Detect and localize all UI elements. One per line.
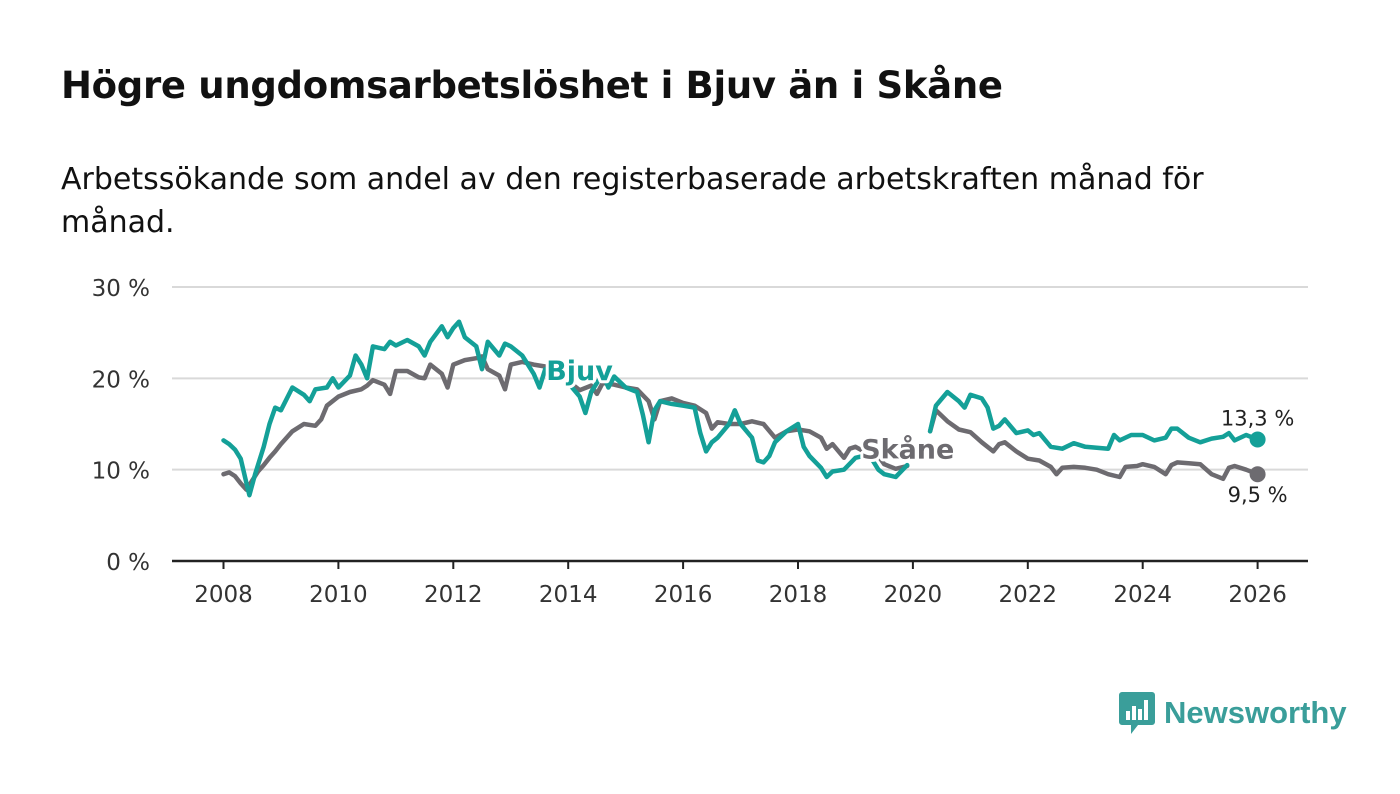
chart-title: Högre ungdomsarbetslöshet i Bjuv än i Sk…: [61, 64, 1003, 107]
y-tick-label: 20 %: [92, 367, 150, 393]
series-line-bjuv: [221, 319, 1260, 498]
x-tick-label: 2014: [539, 582, 598, 608]
x-tick-label: 2024: [1113, 582, 1172, 608]
y-axis: 0 % 10 % 20 % 30 %: [92, 276, 150, 576]
y-tick-label: 0 %: [106, 550, 150, 576]
gridlines: [172, 286, 1308, 471]
newsworthy-logo-icon: [1119, 692, 1155, 734]
series-lines: [221, 319, 1266, 498]
x-tick-label: 2010: [309, 582, 368, 608]
x-tick-label: 2020: [884, 582, 943, 608]
x-tick-label: 2018: [769, 582, 828, 608]
x-tick-label: 2012: [424, 582, 483, 608]
x-tick-label: 2008: [194, 582, 253, 608]
brand-name: Newsworthy: [1164, 695, 1347, 730]
end-value-label-skane: 9,5 %: [1228, 483, 1288, 507]
newsworthy-logo[interactable]: Newsworthy: [1118, 690, 1347, 736]
series-label-bjuv: Bjuv: [546, 356, 613, 387]
end-value-label-bjuv: 13,3 %: [1221, 407, 1294, 431]
series-end-point-bjuv: [1249, 431, 1266, 448]
series-end-point-skåne: [1249, 466, 1266, 483]
x-tick-label: 2016: [654, 582, 713, 608]
y-tick-label: 10 %: [92, 459, 150, 485]
series-labels: Bjuv Skåne 13,3 % 9,5 %: [543, 353, 1297, 510]
series-label-skåne: Skåne: [861, 434, 954, 466]
chart-subtitle: Arbetssökande som andel av den registerb…: [61, 162, 1204, 240]
y-tick-label: 30 %: [92, 276, 150, 302]
x-axis: 2008 2010 2012 2014 2016 2018 2020 2022 2024 2026: [172, 559, 1308, 608]
x-tick-label: 2022: [999, 582, 1058, 608]
x-tick-label: 2026: [1228, 582, 1287, 608]
